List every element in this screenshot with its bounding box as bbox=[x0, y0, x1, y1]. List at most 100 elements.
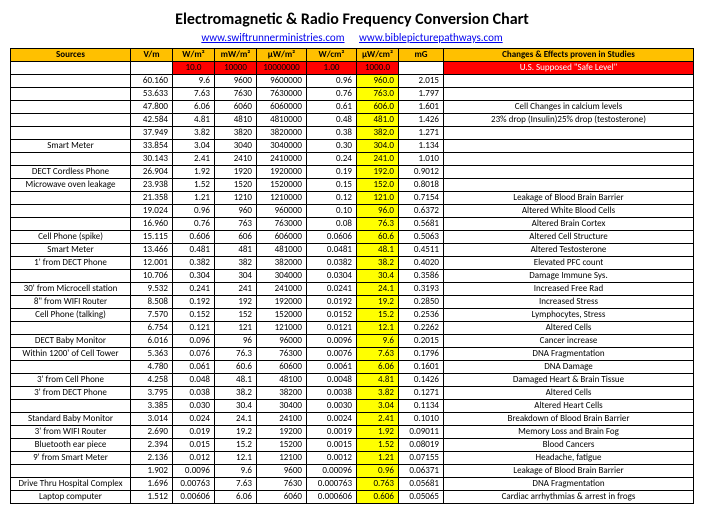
cell-changes: DNA Fragmentation bbox=[444, 348, 694, 361]
cell-source: Bluetooth ear piece bbox=[11, 439, 131, 452]
cell-vm: 3.014 bbox=[131, 413, 173, 426]
cell-mw: 2410 bbox=[215, 153, 257, 166]
cell-mw: 48.1 bbox=[215, 374, 257, 387]
table-row: Laptop computer1.5120.006066.0660600.000… bbox=[11, 491, 694, 504]
cell-mg: 0.5681 bbox=[399, 218, 444, 231]
cell-mg: 0.6372 bbox=[399, 205, 444, 218]
cell-w: 7.63 bbox=[173, 88, 215, 101]
cell-uw: 6060 bbox=[257, 491, 307, 504]
cell-w: 4.81 bbox=[173, 114, 215, 127]
cell-uw: 15200 bbox=[257, 439, 307, 452]
cell-wcm: 0.08 bbox=[307, 218, 357, 231]
cell-mw: 60.6 bbox=[215, 361, 257, 374]
cell-mw: 38.2 bbox=[215, 387, 257, 400]
cell-changes: Increased Stress bbox=[444, 296, 694, 309]
cell-mg: 0.1010 bbox=[399, 413, 444, 426]
cell-uwcm: 76.3 bbox=[357, 218, 399, 231]
cell-vm: 13.466 bbox=[131, 244, 173, 257]
cell-wcm: 0.0024 bbox=[307, 413, 357, 426]
header-row: Sources V/m W/m² mW/m² μW/m² W/cm² μW/cm… bbox=[11, 49, 694, 62]
cell-mg: 2.015 bbox=[399, 75, 444, 88]
table-row: Drive Thru Hospital Complex1.6960.007637… bbox=[11, 478, 694, 491]
table-row: 1.9020.00969.696000.000960.960.06371Leak… bbox=[11, 465, 694, 478]
hdr-mg: mG bbox=[399, 49, 444, 62]
cell-wcm: 0.61 bbox=[307, 101, 357, 114]
cell-wcm: 0.0241 bbox=[307, 283, 357, 296]
cell-mg: 0.5063 bbox=[399, 231, 444, 244]
table-row: 8" from WIFI Router8.5080.1921921920000.… bbox=[11, 296, 694, 309]
cell-uwcm: 38.2 bbox=[357, 257, 399, 270]
cell-source bbox=[11, 192, 131, 205]
cell-vm: 16.960 bbox=[131, 218, 173, 231]
link-2[interactable]: www.biblepicturepathways.com bbox=[359, 31, 503, 44]
cell-changes: Breakdown of Blood Brain Barrier bbox=[444, 413, 694, 426]
link-1[interactable]: www.swiftrunnerministries.com bbox=[201, 31, 344, 44]
cell-mw: 9.6 bbox=[215, 465, 257, 478]
cell-vm: 19.024 bbox=[131, 205, 173, 218]
cell-mw: 7.63 bbox=[215, 478, 257, 491]
cell-vm: 3.795 bbox=[131, 387, 173, 400]
cell-uw: 382000 bbox=[257, 257, 307, 270]
cell-uw: 38200 bbox=[257, 387, 307, 400]
cell-changes: Memory Loss and Brain Fog bbox=[444, 426, 694, 439]
cell-mg: 0.09011 bbox=[399, 426, 444, 439]
cell-source bbox=[11, 205, 131, 218]
cell-source bbox=[11, 361, 131, 374]
cell-mg: 0.06371 bbox=[399, 465, 444, 478]
cell-uwcm: 19.2 bbox=[357, 296, 399, 309]
cell-uw: 960000 bbox=[257, 205, 307, 218]
cell-w: 0.019 bbox=[173, 426, 215, 439]
cell-uwcm: 0.763 bbox=[357, 478, 399, 491]
cell-source: 3' from Cell Phone bbox=[11, 374, 131, 387]
cell-vm: 47.800 bbox=[131, 101, 173, 114]
cell-changes: Increased Free Rad bbox=[444, 283, 694, 296]
cell-uwcm: 763.0 bbox=[357, 88, 399, 101]
hdr-wm2: W/m² bbox=[173, 49, 215, 62]
cell-uw: 76300 bbox=[257, 348, 307, 361]
cell-wcm: 0.0061 bbox=[307, 361, 357, 374]
cell-uw: 481000 bbox=[257, 244, 307, 257]
cell-w: 0.012 bbox=[173, 452, 215, 465]
cell-w: 0.00763 bbox=[173, 478, 215, 491]
cell-source bbox=[11, 88, 131, 101]
cell-mg: 0.4511 bbox=[399, 244, 444, 257]
cell-changes: Cell Changes in calcium levels bbox=[444, 101, 694, 114]
cell-changes: DNA Damage bbox=[444, 361, 694, 374]
table-row: 21.3581.21121012100000.12121.00.7154Leak… bbox=[11, 192, 694, 205]
link-row: www.swiftrunnerministries.com www.biblep… bbox=[10, 31, 694, 44]
cell-mg: 0.05681 bbox=[399, 478, 444, 491]
cell-changes: Altered Heart Cells bbox=[444, 400, 694, 413]
cell-w: 0.030 bbox=[173, 400, 215, 413]
cell-mg: 0.3586 bbox=[399, 270, 444, 283]
cell-w: 0.96 bbox=[173, 205, 215, 218]
cell-wcm: 0.24 bbox=[307, 153, 357, 166]
cell-vm: 2.690 bbox=[131, 426, 173, 439]
cell-source: DECT Baby Monitor bbox=[11, 335, 131, 348]
cell-mw: 606 bbox=[215, 231, 257, 244]
cell-wcm: 0.76 bbox=[307, 88, 357, 101]
cell-mg: 1.797 bbox=[399, 88, 444, 101]
cell-wcm: 0.0048 bbox=[307, 374, 357, 387]
hdr-changes: Changes & Effects proven in Studies bbox=[444, 49, 694, 62]
cell-vm: 5.363 bbox=[131, 348, 173, 361]
cell-w: 0.304 bbox=[173, 270, 215, 283]
cell-uwcm: 24.1 bbox=[357, 283, 399, 296]
cell-mw: 19.2 bbox=[215, 426, 257, 439]
cell-changes: Altered Brain Cortex bbox=[444, 218, 694, 231]
cell-source: Smart Meter bbox=[11, 244, 131, 257]
cell-uwcm: 241.0 bbox=[357, 153, 399, 166]
cell-wcm: 0.0192 bbox=[307, 296, 357, 309]
cell-mg: 1.426 bbox=[399, 114, 444, 127]
cell-w: 3.82 bbox=[173, 127, 215, 140]
cell-vm: 33.854 bbox=[131, 140, 173, 153]
table-row: 3' from DECT Phone3.7950.03838.2382000.0… bbox=[11, 387, 694, 400]
cell-changes: Damaged Heart & Brain Tissue bbox=[444, 374, 694, 387]
cell-changes: Headache, fatigue bbox=[444, 452, 694, 465]
cell-uw: 304000 bbox=[257, 270, 307, 283]
cell-mw: 960 bbox=[215, 205, 257, 218]
cell-wcm: 0.00096 bbox=[307, 465, 357, 478]
cell-uwcm: 6.06 bbox=[357, 361, 399, 374]
cell-mw: 241 bbox=[215, 283, 257, 296]
cell-vm: 2.394 bbox=[131, 439, 173, 452]
table-row: 6.7540.1211211210000.012112.10.2262Alter… bbox=[11, 322, 694, 335]
